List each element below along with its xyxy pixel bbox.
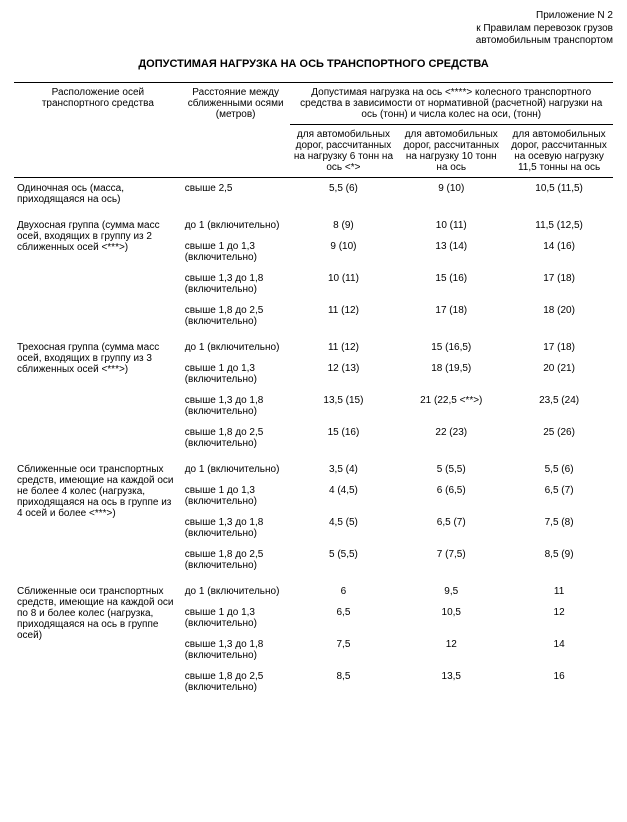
value-cell: 5,5 (6) [505, 454, 613, 480]
table-row: Двухосная группа (сумма масс осей, входя… [14, 210, 613, 236]
value-cell: 18 (19,5) [397, 358, 505, 390]
value-cell: 12 (13) [290, 358, 398, 390]
value-cell: 17 (18) [397, 300, 505, 332]
distance-cell: свыше 1,8 до 2,5 (включительно) [182, 666, 290, 698]
distance-cell: свыше 1,8 до 2,5 (включительно) [182, 422, 290, 454]
value-cell: 11 (12) [290, 300, 398, 332]
value-cell: 7,5 [290, 634, 398, 666]
value-cell: 6,5 [290, 602, 398, 634]
value-cell: 15 (16) [290, 422, 398, 454]
value-cell: 4,5 (5) [290, 512, 398, 544]
value-cell: 8,5 (9) [505, 544, 613, 576]
value-cell: 5,5 (6) [290, 177, 398, 210]
value-cell: 18 (20) [505, 300, 613, 332]
value-cell: 8 (9) [290, 210, 398, 236]
value-cell: 3,5 (4) [290, 454, 398, 480]
distance-cell: до 1 (включительно) [182, 332, 290, 358]
section-label: Сближенные оси транспортных средств, име… [14, 576, 182, 698]
annex-line3: автомобильным транспортом [14, 35, 613, 48]
header-axle-location: Расположение осей транспортного средства [14, 82, 182, 177]
table-body: Одиночная ось (масса, приходящаяся на ос… [14, 177, 613, 698]
value-cell: 17 (18) [505, 332, 613, 358]
value-cell: 10 (11) [290, 268, 398, 300]
value-cell: 7,5 (8) [505, 512, 613, 544]
distance-cell: свыше 1,3 до 1,8 (включительно) [182, 634, 290, 666]
page-title: ДОПУСТИМАЯ НАГРУЗКА НА ОСЬ ТРАНСПОРТНОГО… [14, 58, 613, 70]
distance-cell: до 1 (включительно) [182, 576, 290, 602]
value-cell: 12 [397, 634, 505, 666]
header-load-10t: для автомобильных дорог, рассчитанных на… [397, 124, 505, 177]
value-cell: 22 (23) [397, 422, 505, 454]
distance-cell: до 1 (включительно) [182, 454, 290, 480]
table-row: Сближенные оси транспортных средств, име… [14, 576, 613, 602]
distance-cell: свыше 1,8 до 2,5 (включительно) [182, 300, 290, 332]
header-load-group: Допустимая нагрузка на ось <****> колесн… [290, 82, 613, 124]
value-cell: 14 [505, 634, 613, 666]
value-cell: 15 (16) [397, 268, 505, 300]
section-label: Одиночная ось (масса, приходящаяся на ос… [14, 177, 182, 210]
value-cell: 25 (26) [505, 422, 613, 454]
value-cell: 5 (5,5) [290, 544, 398, 576]
value-cell: 17 (18) [505, 268, 613, 300]
distance-cell: свыше 1,3 до 1,8 (включительно) [182, 268, 290, 300]
value-cell: 12 [505, 602, 613, 634]
value-cell: 20 (21) [505, 358, 613, 390]
axle-load-table: Расположение осей транспортного средства… [14, 82, 613, 698]
distance-cell: свыше 1,3 до 1,8 (включительно) [182, 390, 290, 422]
value-cell: 8,5 [290, 666, 398, 698]
table-row: Сближенные оси транспортных средств, име… [14, 454, 613, 480]
value-cell: 5 (5,5) [397, 454, 505, 480]
value-cell: 9,5 [397, 576, 505, 602]
annex-block: Приложение N 2 к Правилам перевозок груз… [14, 10, 613, 48]
distance-cell: свыше 1 до 1,3 (включительно) [182, 236, 290, 268]
value-cell: 14 (16) [505, 236, 613, 268]
value-cell: 6,5 (7) [397, 512, 505, 544]
annex-line1: Приложение N 2 [14, 10, 613, 23]
value-cell: 11 (12) [290, 332, 398, 358]
value-cell: 13,5 [397, 666, 505, 698]
distance-cell: свыше 1 до 1,3 (включительно) [182, 602, 290, 634]
value-cell: 6 (6,5) [397, 480, 505, 512]
distance-cell: свыше 1,8 до 2,5 (включительно) [182, 544, 290, 576]
value-cell: 7 (7,5) [397, 544, 505, 576]
distance-cell: свыше 1 до 1,3 (включительно) [182, 358, 290, 390]
table-row: Трехосная группа (сумма масс осей, входя… [14, 332, 613, 358]
table-row: Одиночная ось (масса, приходящаяся на ос… [14, 177, 613, 210]
value-cell: 21 (22,5 <**>) [397, 390, 505, 422]
header-load-115t: для автомобильных дорог, рассчитанных на… [505, 124, 613, 177]
distance-cell: до 1 (включительно) [182, 210, 290, 236]
distance-cell: свыше 1 до 1,3 (включительно) [182, 480, 290, 512]
value-cell: 9 (10) [397, 177, 505, 210]
distance-cell: свыше 1,3 до 1,8 (включительно) [182, 512, 290, 544]
value-cell: 13,5 (15) [290, 390, 398, 422]
value-cell: 15 (16,5) [397, 332, 505, 358]
value-cell: 10,5 (11,5) [505, 177, 613, 210]
header-load-6t: для автомобильных дорог, рассчитанных на… [290, 124, 398, 177]
value-cell: 10,5 [397, 602, 505, 634]
value-cell: 11,5 (12,5) [505, 210, 613, 236]
value-cell: 13 (14) [397, 236, 505, 268]
value-cell: 6 [290, 576, 398, 602]
section-label: Сближенные оси транспортных средств, име… [14, 454, 182, 576]
section-label: Двухосная группа (сумма масс осей, входя… [14, 210, 182, 332]
value-cell: 9 (10) [290, 236, 398, 268]
section-label: Трехосная группа (сумма масс осей, входя… [14, 332, 182, 454]
value-cell: 4 (4,5) [290, 480, 398, 512]
header-axle-distance: Расстояние между сближенными осями (метр… [182, 82, 290, 177]
annex-line2: к Правилам перевозок грузов [14, 23, 613, 36]
table-header-row-1: Расположение осей транспортного средства… [14, 82, 613, 124]
value-cell: 10 (11) [397, 210, 505, 236]
value-cell: 16 [505, 666, 613, 698]
value-cell: 6,5 (7) [505, 480, 613, 512]
distance-cell: свыше 2,5 [182, 177, 290, 210]
value-cell: 23,5 (24) [505, 390, 613, 422]
value-cell: 11 [505, 576, 613, 602]
